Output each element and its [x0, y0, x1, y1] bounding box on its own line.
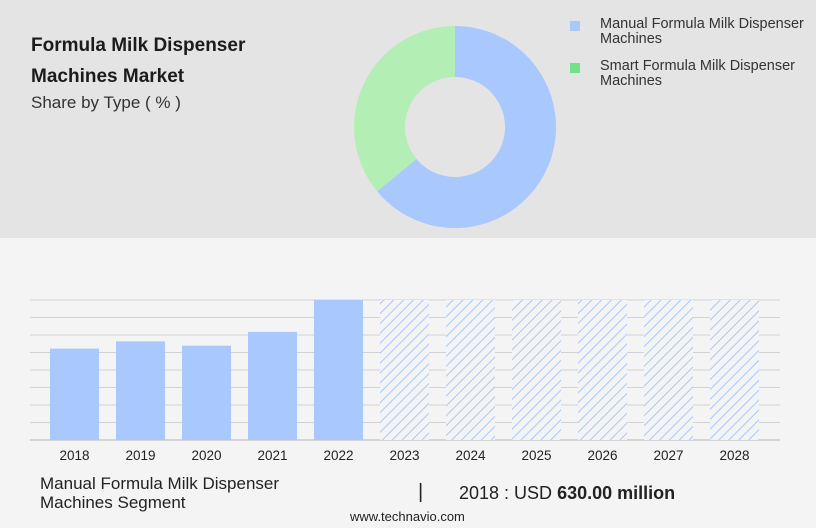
footer-divider: |: [418, 481, 424, 503]
chart-title: Formula Milk Dispenser Machines Market: [31, 35, 246, 87]
bar-2028: [710, 300, 759, 440]
x-tick-label-2019: 2019: [125, 448, 155, 463]
legend-item-manual: Manual Formula Milk Dispenser Machines: [570, 17, 810, 47]
x-tick-label-2025: 2025: [521, 448, 551, 463]
x-tick-label-2023: 2023: [389, 448, 419, 463]
bar-2024: [446, 300, 495, 440]
legend-label-manual: Manual Formula Milk Dispenser Machines: [600, 16, 804, 47]
x-tick-label-2022: 2022: [323, 448, 353, 463]
footer-value: 2018 : USD 630.00 million: [459, 483, 675, 504]
legend-swatch-smart: [570, 63, 580, 73]
bar-2020: [182, 345, 231, 440]
donut-slice-1: [353, 25, 455, 192]
legend: Manual Formula Milk Dispenser Machines S…: [570, 17, 810, 101]
bar-2022: [314, 300, 363, 440]
x-tick-label-2020: 2020: [191, 448, 221, 463]
footer-value-amount: 630.00 million: [557, 483, 676, 503]
donut-chart: [353, 25, 556, 229]
bar-2021: [248, 331, 297, 440]
bar-2019: [116, 341, 165, 440]
bar-2023: [380, 300, 429, 440]
legend-label-smart: Smart Formula Milk Dispenser Machines: [600, 58, 795, 89]
x-tick-label-2024: 2024: [455, 448, 486, 463]
bar-2018: [50, 348, 99, 440]
x-tick-label-2018: 2018: [59, 448, 89, 463]
donut-slice-0: [377, 26, 556, 229]
bar-2025: [512, 300, 561, 440]
footer-value-prefix: 2018 : USD: [459, 483, 553, 503]
legend-swatch-manual: [570, 21, 580, 31]
x-tick-label-2021: 2021: [257, 448, 287, 463]
bar-chart: 2018 2019 2020 2021 2022 2023 2024 2025 2026 2027…: [30, 299, 780, 463]
bar-2027: [644, 300, 693, 440]
chart-subtitle: Share by Type ( % ): [31, 93, 181, 112]
source-label: www.technavio.com: [350, 509, 465, 524]
x-tick-label-2027: 2027: [653, 448, 683, 463]
segment-label: Manual Formula Milk Dispenser Machines S…: [40, 474, 280, 512]
legend-item-smart: Smart Formula Milk Dispenser Machines: [570, 59, 810, 89]
x-tick-label-2026: 2026: [587, 448, 617, 463]
x-tick-label-2028: 2028: [719, 448, 749, 463]
bar-2026: [578, 300, 627, 440]
